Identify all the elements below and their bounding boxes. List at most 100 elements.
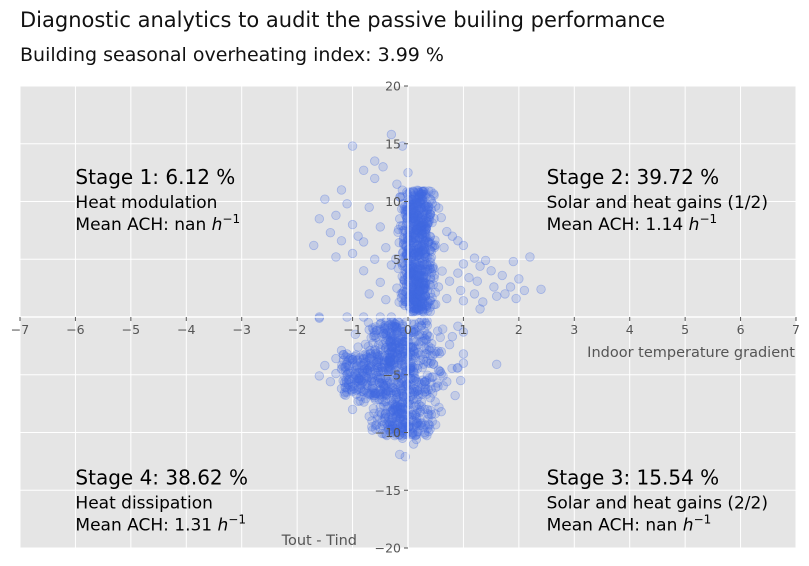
scatter-point (381, 365, 392, 376)
scatter-point (384, 361, 394, 371)
scatter-point (406, 235, 416, 246)
scatter-point (395, 192, 405, 202)
scatter-point (385, 347, 395, 357)
scatter-point (430, 397, 440, 407)
scatter-point (491, 291, 502, 301)
scatter-point (389, 355, 399, 365)
scatter-point (386, 129, 397, 140)
scatter-point (386, 331, 396, 341)
scatter-point (410, 206, 420, 216)
scatter-point (358, 371, 369, 381)
scatter-point (388, 399, 398, 409)
scatter-point (382, 353, 393, 363)
scatter-point (365, 354, 375, 364)
scatter-point (413, 226, 424, 236)
scatter-point (419, 377, 430, 387)
scatter-point (415, 193, 425, 203)
scatter-point (379, 359, 390, 369)
scatter-point (396, 288, 406, 299)
scatter-point (395, 352, 405, 363)
y-tick-label: −5 (383, 367, 401, 382)
scatter-point (411, 197, 421, 208)
scatter-point (392, 401, 402, 412)
scatter-point (427, 241, 438, 252)
scatter-point (383, 356, 393, 366)
scatter-point (412, 262, 422, 272)
scatter-point (345, 361, 355, 371)
scatter-point (413, 249, 424, 260)
scatter-point (412, 429, 422, 440)
scatter-point (386, 424, 397, 434)
scatter-point (347, 141, 358, 151)
scatter-point (393, 335, 404, 345)
scatter-point (392, 412, 402, 422)
scatter-point (383, 378, 393, 388)
scatter-point (391, 352, 401, 362)
scatter-point (409, 213, 419, 224)
scatter-point (414, 193, 424, 203)
scatter-point (341, 382, 351, 393)
scatter-point (411, 247, 421, 257)
scatter-point (416, 234, 427, 244)
scatter-point (413, 285, 423, 296)
scatter-point (347, 385, 357, 395)
scatter-point (418, 290, 428, 301)
scatter-point (382, 430, 392, 441)
scatter-point (386, 379, 396, 389)
scatter-point (419, 189, 429, 200)
scatter-point (413, 250, 423, 261)
scatter-point (351, 389, 362, 399)
scatter-point (397, 433, 408, 443)
scatter-point (408, 266, 419, 276)
scatter-point (369, 391, 379, 401)
scatter-point (344, 367, 354, 378)
scatter-point (412, 228, 423, 238)
scatter-point (390, 319, 401, 329)
scatter-point (419, 217, 429, 228)
scatter-point (410, 326, 421, 337)
scatter-point (413, 211, 423, 221)
scatter-point (411, 336, 422, 347)
scatter-point (396, 349, 406, 359)
scatter-point (389, 342, 400, 352)
scatter-point (409, 368, 420, 378)
scatter-point (382, 402, 392, 412)
scatter-point (388, 349, 398, 360)
scatter-point (425, 350, 435, 361)
stage-label: Solar and heat gains (1/2) (547, 193, 768, 213)
scatter-point (410, 401, 420, 411)
scatter-point (416, 301, 427, 312)
scatter-point (369, 386, 379, 396)
scatter-point (384, 355, 394, 366)
scatter-point (331, 210, 341, 221)
scatter-point (421, 225, 431, 235)
scatter-point (412, 299, 423, 310)
scatter-point (414, 234, 424, 244)
scatter-point (354, 374, 364, 384)
scatter-point (314, 313, 325, 323)
scatter-point (353, 231, 363, 241)
scatter-point (400, 424, 410, 435)
scatter-point (375, 366, 386, 376)
scatter-point (412, 276, 423, 287)
scatter-point (383, 362, 394, 372)
y-tick-label: 10 (385, 194, 401, 209)
scatter-point (361, 393, 371, 404)
scatter-point (325, 376, 336, 387)
scatter-point (410, 279, 421, 289)
scatter-point (417, 295, 428, 305)
scatter-point (414, 286, 425, 296)
scatter-point (340, 372, 350, 382)
scatter-point (433, 346, 443, 356)
scatter-point (381, 408, 391, 419)
scatter-point (365, 349, 376, 359)
scatter-point (392, 283, 402, 293)
scatter-point (364, 411, 374, 422)
scatter-point (409, 269, 419, 280)
scatter-point (404, 405, 414, 415)
y-tick-label: 15 (385, 136, 401, 151)
scatter-point (438, 381, 448, 391)
scatter-point (413, 244, 424, 254)
scatter-point (381, 342, 391, 353)
scatter-point (357, 367, 368, 377)
